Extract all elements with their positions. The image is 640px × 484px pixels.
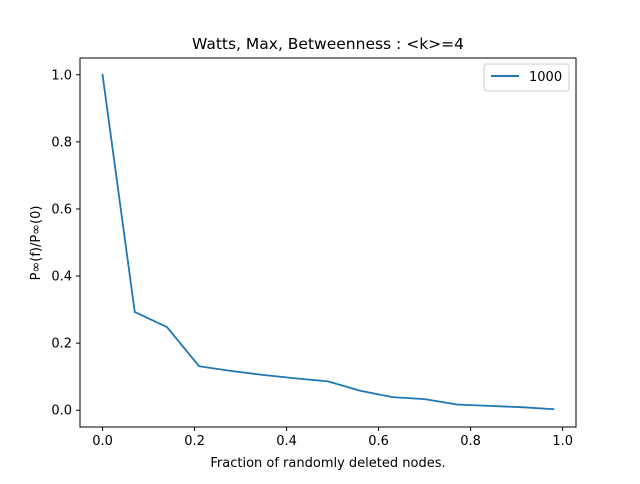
- legend: 1000: [483, 63, 570, 92]
- y-tick-label: 0.2: [51, 337, 72, 352]
- data-point: [553, 408, 555, 410]
- axes-frame: [79, 57, 577, 428]
- data-point: [520, 406, 522, 408]
- data-point: [263, 374, 265, 376]
- x-tick-label: 0.8: [460, 434, 481, 449]
- chart-title: Watts, Max, Betweenness : <k>=4: [192, 35, 464, 53]
- x-tick-label: 0.2: [184, 434, 205, 449]
- data-point: [488, 405, 490, 407]
- data-point: [198, 365, 200, 367]
- x-axis-label: Fraction of randomly deleted nodes.: [210, 456, 445, 471]
- y-axis-ticks: 0.0 0.2 0.4 0.6 0.8 1.0: [51, 68, 80, 419]
- data-point: [359, 390, 361, 392]
- series-line-1000: [101, 73, 555, 411]
- data-point: [102, 74, 104, 76]
- legend-box: [483, 63, 570, 92]
- data-point: [327, 380, 329, 382]
- data-point: [134, 311, 136, 313]
- plot-area: [101, 73, 555, 411]
- data-point: [230, 370, 232, 372]
- x-tick-label: 0.6: [368, 434, 389, 449]
- y-tick-label: 0.4: [51, 270, 72, 285]
- data-point: [424, 398, 426, 400]
- legend-entry-label: 1000: [529, 70, 562, 85]
- data-point: [295, 377, 297, 379]
- y-tick-label: 0.0: [51, 404, 72, 419]
- y-axis-label: P∞(f)/P∞(0): [29, 206, 44, 281]
- x-tick-label: 1.0: [552, 434, 573, 449]
- x-axis-ticks: 0.0 0.2 0.4 0.6 0.8 1.0: [92, 427, 573, 449]
- y-tick-label: 0.6: [51, 202, 72, 217]
- data-point: [456, 404, 458, 406]
- x-tick-label: 0.4: [276, 434, 297, 449]
- x-tick-label: 0.0: [92, 434, 113, 449]
- data-point: [166, 326, 168, 328]
- y-tick-label: 0.8: [51, 135, 72, 150]
- data-point: [392, 396, 394, 398]
- y-tick-label: 1.0: [51, 68, 72, 83]
